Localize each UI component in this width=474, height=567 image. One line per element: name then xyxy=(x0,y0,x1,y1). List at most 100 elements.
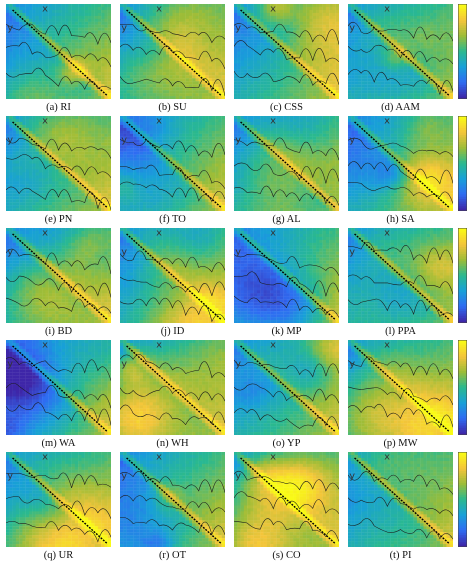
diagonal-line xyxy=(354,345,451,433)
contour-line xyxy=(348,21,453,42)
contour-line xyxy=(234,470,339,492)
x-axis-letter: x xyxy=(42,340,48,350)
panel-caption: (j) ID xyxy=(120,326,225,338)
panel-caption: (c) CSS xyxy=(234,102,339,114)
diagonal-line xyxy=(126,121,223,209)
contour-line xyxy=(234,271,339,297)
heatmap-image: yx xyxy=(6,4,111,99)
contour-line xyxy=(348,241,453,264)
panel-12: y x (m) WA xyxy=(6,340,111,451)
y-axis-letter: y xyxy=(121,247,127,257)
contour-line xyxy=(6,186,111,211)
x-axis-letter: x xyxy=(384,228,390,238)
contour-line xyxy=(120,517,225,536)
contour-line xyxy=(234,137,339,161)
panel-2: y x (c) CSS xyxy=(234,4,339,115)
y-axis-letter: y xyxy=(349,23,355,33)
heatmap-image: yx xyxy=(120,116,225,211)
heatmap-image: yx xyxy=(348,116,453,211)
contour-line xyxy=(234,408,339,430)
x-axis-letter: x xyxy=(156,116,162,126)
contour-line xyxy=(6,42,111,68)
panel-caption: (s) CO xyxy=(234,550,339,562)
panel-17: y x (r) OT xyxy=(120,452,225,563)
heatmap-image: yx xyxy=(348,228,453,323)
y-axis-letter: y xyxy=(121,359,127,369)
x-axis-letter: x xyxy=(384,116,390,126)
x-axis-letter: x xyxy=(270,228,276,238)
y-axis-letter: y xyxy=(235,23,241,33)
heatmap-image: yx xyxy=(120,228,225,323)
contour-line xyxy=(234,295,339,318)
contour-line xyxy=(348,137,453,157)
diagonal-line xyxy=(12,457,109,545)
x-axis-letter: x xyxy=(42,4,48,14)
contour-line xyxy=(6,402,111,426)
contour-line xyxy=(120,43,225,70)
x-axis-letter: x xyxy=(156,228,162,238)
contour-line xyxy=(348,386,453,406)
diagonal-line xyxy=(240,457,337,545)
panel-13: y x (n) WH xyxy=(120,340,225,451)
diagonal-line xyxy=(240,233,337,321)
contour-line xyxy=(120,495,225,514)
panel-caption: (g) AL xyxy=(234,214,339,226)
contour-line xyxy=(348,44,453,65)
diagonal-line xyxy=(12,121,109,209)
y-axis-letter: y xyxy=(235,471,241,481)
diagonal-line xyxy=(354,9,451,97)
colorbar-row-1 xyxy=(458,116,467,211)
contour-line xyxy=(6,154,111,178)
x-axis-letter: x xyxy=(270,452,276,462)
contour-line xyxy=(6,297,111,314)
heatmap-image: yx xyxy=(6,452,111,547)
contour-line xyxy=(6,275,111,298)
contour-line xyxy=(348,403,453,429)
panel-caption: (a) RI xyxy=(6,102,111,114)
panel-caption: (d) AAM xyxy=(348,102,453,114)
contour-line xyxy=(234,70,339,86)
diagonal-line xyxy=(354,121,451,209)
panel-15: y x (p) MW xyxy=(348,340,453,451)
diagonal-line xyxy=(240,345,337,433)
panel-caption: (f) TO xyxy=(120,214,225,226)
heatmap-image: yx xyxy=(120,4,225,99)
y-axis-letter: y xyxy=(235,135,241,145)
panel-0: y x (a) RI xyxy=(6,4,111,115)
contour-line xyxy=(6,496,111,519)
panel-14: y x (o) YP xyxy=(234,340,339,451)
heatmap-image: yx xyxy=(120,340,225,435)
panel-3: y x (d) AAM xyxy=(348,4,453,115)
y-axis-letter: y xyxy=(7,471,13,481)
panel-caption: (r) OT xyxy=(120,550,225,562)
heatmap-image: yx xyxy=(6,228,111,323)
contour-line xyxy=(348,496,453,516)
contour-line xyxy=(348,182,453,204)
diagonal-line xyxy=(354,457,451,545)
colorbar-row-3 xyxy=(458,340,467,435)
panel-11: y x (l) PPA xyxy=(348,228,453,339)
heatmap-image: yx xyxy=(234,228,339,323)
panel-7: y x (h) SA xyxy=(348,116,453,227)
panel-caption: (n) WH xyxy=(120,438,225,450)
contour-line xyxy=(120,164,225,189)
contour-line xyxy=(120,354,225,379)
contour-line xyxy=(234,254,339,276)
heatmap-image: yx xyxy=(234,116,339,211)
contour-line xyxy=(234,23,339,45)
heatmap-image: yx xyxy=(348,452,453,547)
y-axis-letter: y xyxy=(349,135,355,145)
contour-line xyxy=(348,298,453,318)
heatmap-image: yx xyxy=(234,340,339,435)
contour-line xyxy=(120,181,225,203)
contour-line xyxy=(234,40,339,63)
contour-line xyxy=(234,491,339,514)
heatmap-image: yx xyxy=(348,4,453,99)
diagonal-line xyxy=(12,233,109,321)
contour-line xyxy=(348,471,453,495)
contour-line xyxy=(348,69,453,95)
x-axis-letter: x xyxy=(42,228,48,238)
contour-line xyxy=(348,161,453,185)
contour-line xyxy=(120,250,225,273)
x-axis-letter: x xyxy=(270,340,276,350)
